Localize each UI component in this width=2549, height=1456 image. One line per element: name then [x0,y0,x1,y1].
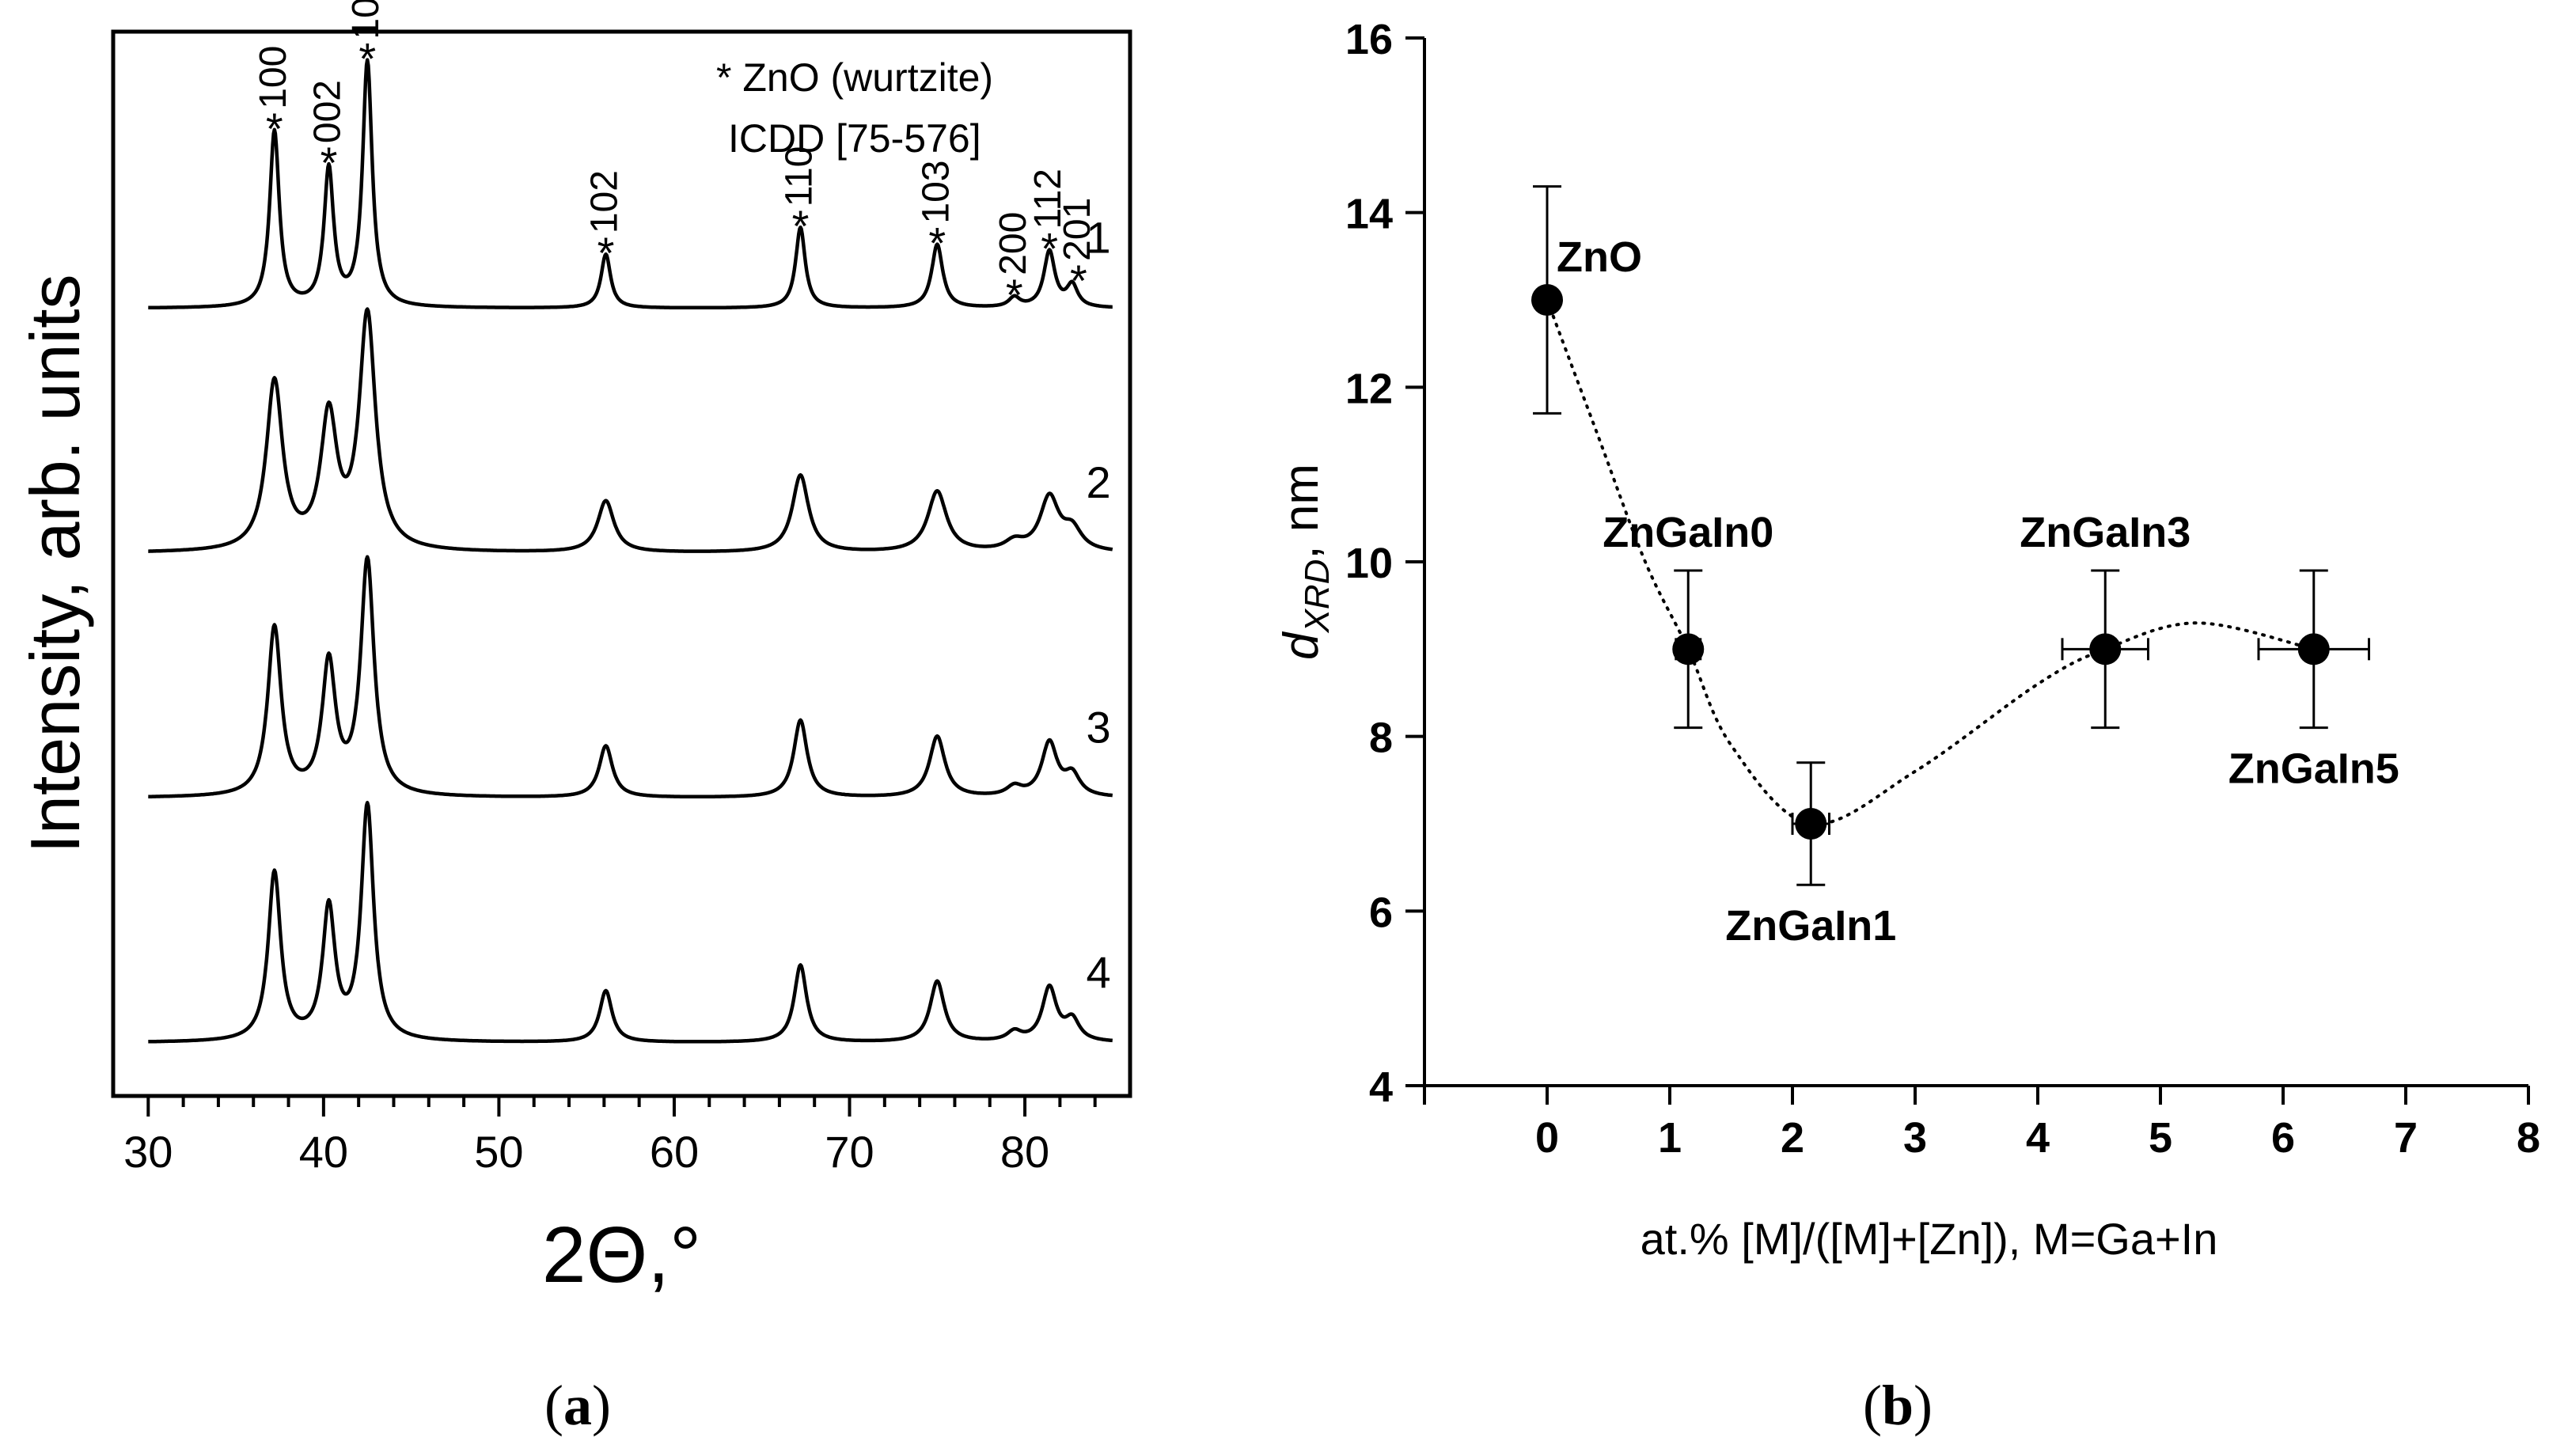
panel-a-x-tick-label: 60 [650,1127,699,1177]
panel-b-y-tick-label: 12 [1345,365,1393,412]
panel-b-data-points: ZnO ZnGaIn0 ZnGaIn1 ZnGaIn3 ZnGaIn5 [1531,185,2399,950]
panel-b-y-tick-label: 14 [1345,191,1393,238]
panel-a-series-label: 2 [1087,457,1111,507]
panel-b-point-label: ZnGaIn5 [2228,745,2399,793]
panel-a-series-label: 1 [1087,213,1111,263]
panel-b-label: (b) [1863,1374,1933,1437]
panel-a-peak-hkl-label: 200 [992,212,1034,275]
panel-a-peak-hkl-label: 101 [345,0,387,40]
panel-a-peak-star: * [1006,270,1023,320]
panel-b-x-tick-label: 2 [1781,1114,1804,1162]
panel-a-x-tick-label: 40 [299,1127,348,1177]
panel-a-x-tick-label: 30 [123,1127,173,1177]
panel-b-data-point [1795,808,1827,840]
panel-b-x-tick-label: 6 [2271,1114,2295,1162]
panel-b-point-label: ZnGaIn1 [1725,902,1896,950]
panel-a-legend-line-2: ICDD [75-576] [728,116,981,161]
panel-a-peak-hkl-label: 100 [252,46,294,109]
panel-b-x-axis-label: at.% [M]/([M]+[Zn]), M=Ga+In [1641,1214,2218,1264]
panel-b-x-ticks: 0 1 2 3 4 5 6 7 8 [1423,1086,2540,1162]
panel-b-y-tick-label: 6 [1369,889,1393,936]
panel-a-peak-hkl-label: 103 [915,160,957,223]
panel-b-y-tick-label: 10 [1345,540,1393,587]
panel-a-x-tick-label: 70 [825,1127,874,1177]
panel-b-point-label: ZnGaIn0 [1603,509,1773,556]
panel-b-y-tick-label: 16 [1345,16,1393,63]
panel-b-x-tick-label: 3 [1903,1114,1927,1162]
panel-b-data-point [1531,284,1563,316]
panel-b-trend-line [1546,298,2316,826]
panel-b-x-tick-label: 1 [1658,1114,1682,1162]
panel-a-curve-3 [147,555,1113,799]
panel-a-peak-star: * [321,138,338,188]
panel-a-peak-hkl-label: 110 [778,146,820,207]
panel-a-x-axis-label: 2Θ,° [542,1211,701,1299]
panel-a-x-tick-label: 50 [474,1127,523,1177]
panel-a-xrd-patterns: 30 40 50 60 70 80 *100*002*101*102 *110*103*20… [16,0,1132,1437]
panel-a-peak-hkl-label: 112 [1027,169,1069,229]
panel-b-data-point [1672,633,1705,665]
panel-a-x-ticks: 30 40 50 60 70 80 [123,1096,1097,1177]
panel-b-point-label: ZnO [1557,233,1642,281]
panel-a-peak-labels: *100*002*101*102 *110*103*200 *112*201 [252,0,1098,320]
panel-b-x-tick-label: 0 [1535,1114,1559,1162]
panel-a-plot-frame [111,29,1132,1098]
panel-b-data-point [2297,633,2330,665]
panel-a-label: (a) [544,1374,611,1437]
panel-a-peak-star: * [1041,224,1058,274]
panel-b-x-tick-label: 8 [2517,1114,2540,1162]
panel-b-y-tick-label: 8 [1369,715,1393,762]
panel-b-axes [1423,38,2528,1087]
panel-b-x-tick-label: 4 [2026,1114,2050,1162]
panel-b-x-tick-label: 7 [2394,1114,2418,1162]
panel-a-curve-4 [147,801,1113,1044]
panel-a-y-axis-label: Intensity, arb. units [16,274,94,853]
panel-a-peak-hkl-label: 002 [307,80,349,143]
panel-b-data-point [2089,633,2122,665]
panel-b-x-tick-label: 5 [2149,1114,2172,1162]
panel-b-y-ticks: 4 6 8 10 12 14 16 [1345,16,1424,1111]
panel-a-x-tick-label: 80 [1000,1127,1049,1177]
panel-a-curve-2 [147,307,1113,553]
panel-a-series-label: 4 [1087,947,1111,997]
panel-a-peak-star: * [928,218,946,268]
panel-a-peak-star: * [266,104,283,154]
panel-a-peak-star: * [597,228,615,278]
panel-a-peak-star: * [358,34,376,84]
panel-a-series-label: 3 [1087,702,1111,752]
panel-a-diffraction-curves [147,58,1113,1044]
panel-b-y-axis-label: dXRD, nm [1274,464,1337,660]
panel-a-legend-line-1: * ZnO (wurtzite) [716,55,993,100]
panel-a-peak-hkl-label: 102 [584,170,626,233]
panel-a-peak-star: * [1070,256,1087,305]
panel-b-point-label: ZnGaIn3 [2020,509,2191,556]
panel-a-peak-hkl-label: 201 [1056,198,1098,261]
panel-a-series-labels: 1 2 3 4 [1087,213,1111,997]
panel-a-peak-star: * [792,201,810,251]
panel-b-y-tick-label: 4 [1369,1064,1393,1111]
panel-a-curve-1 [147,58,1113,310]
